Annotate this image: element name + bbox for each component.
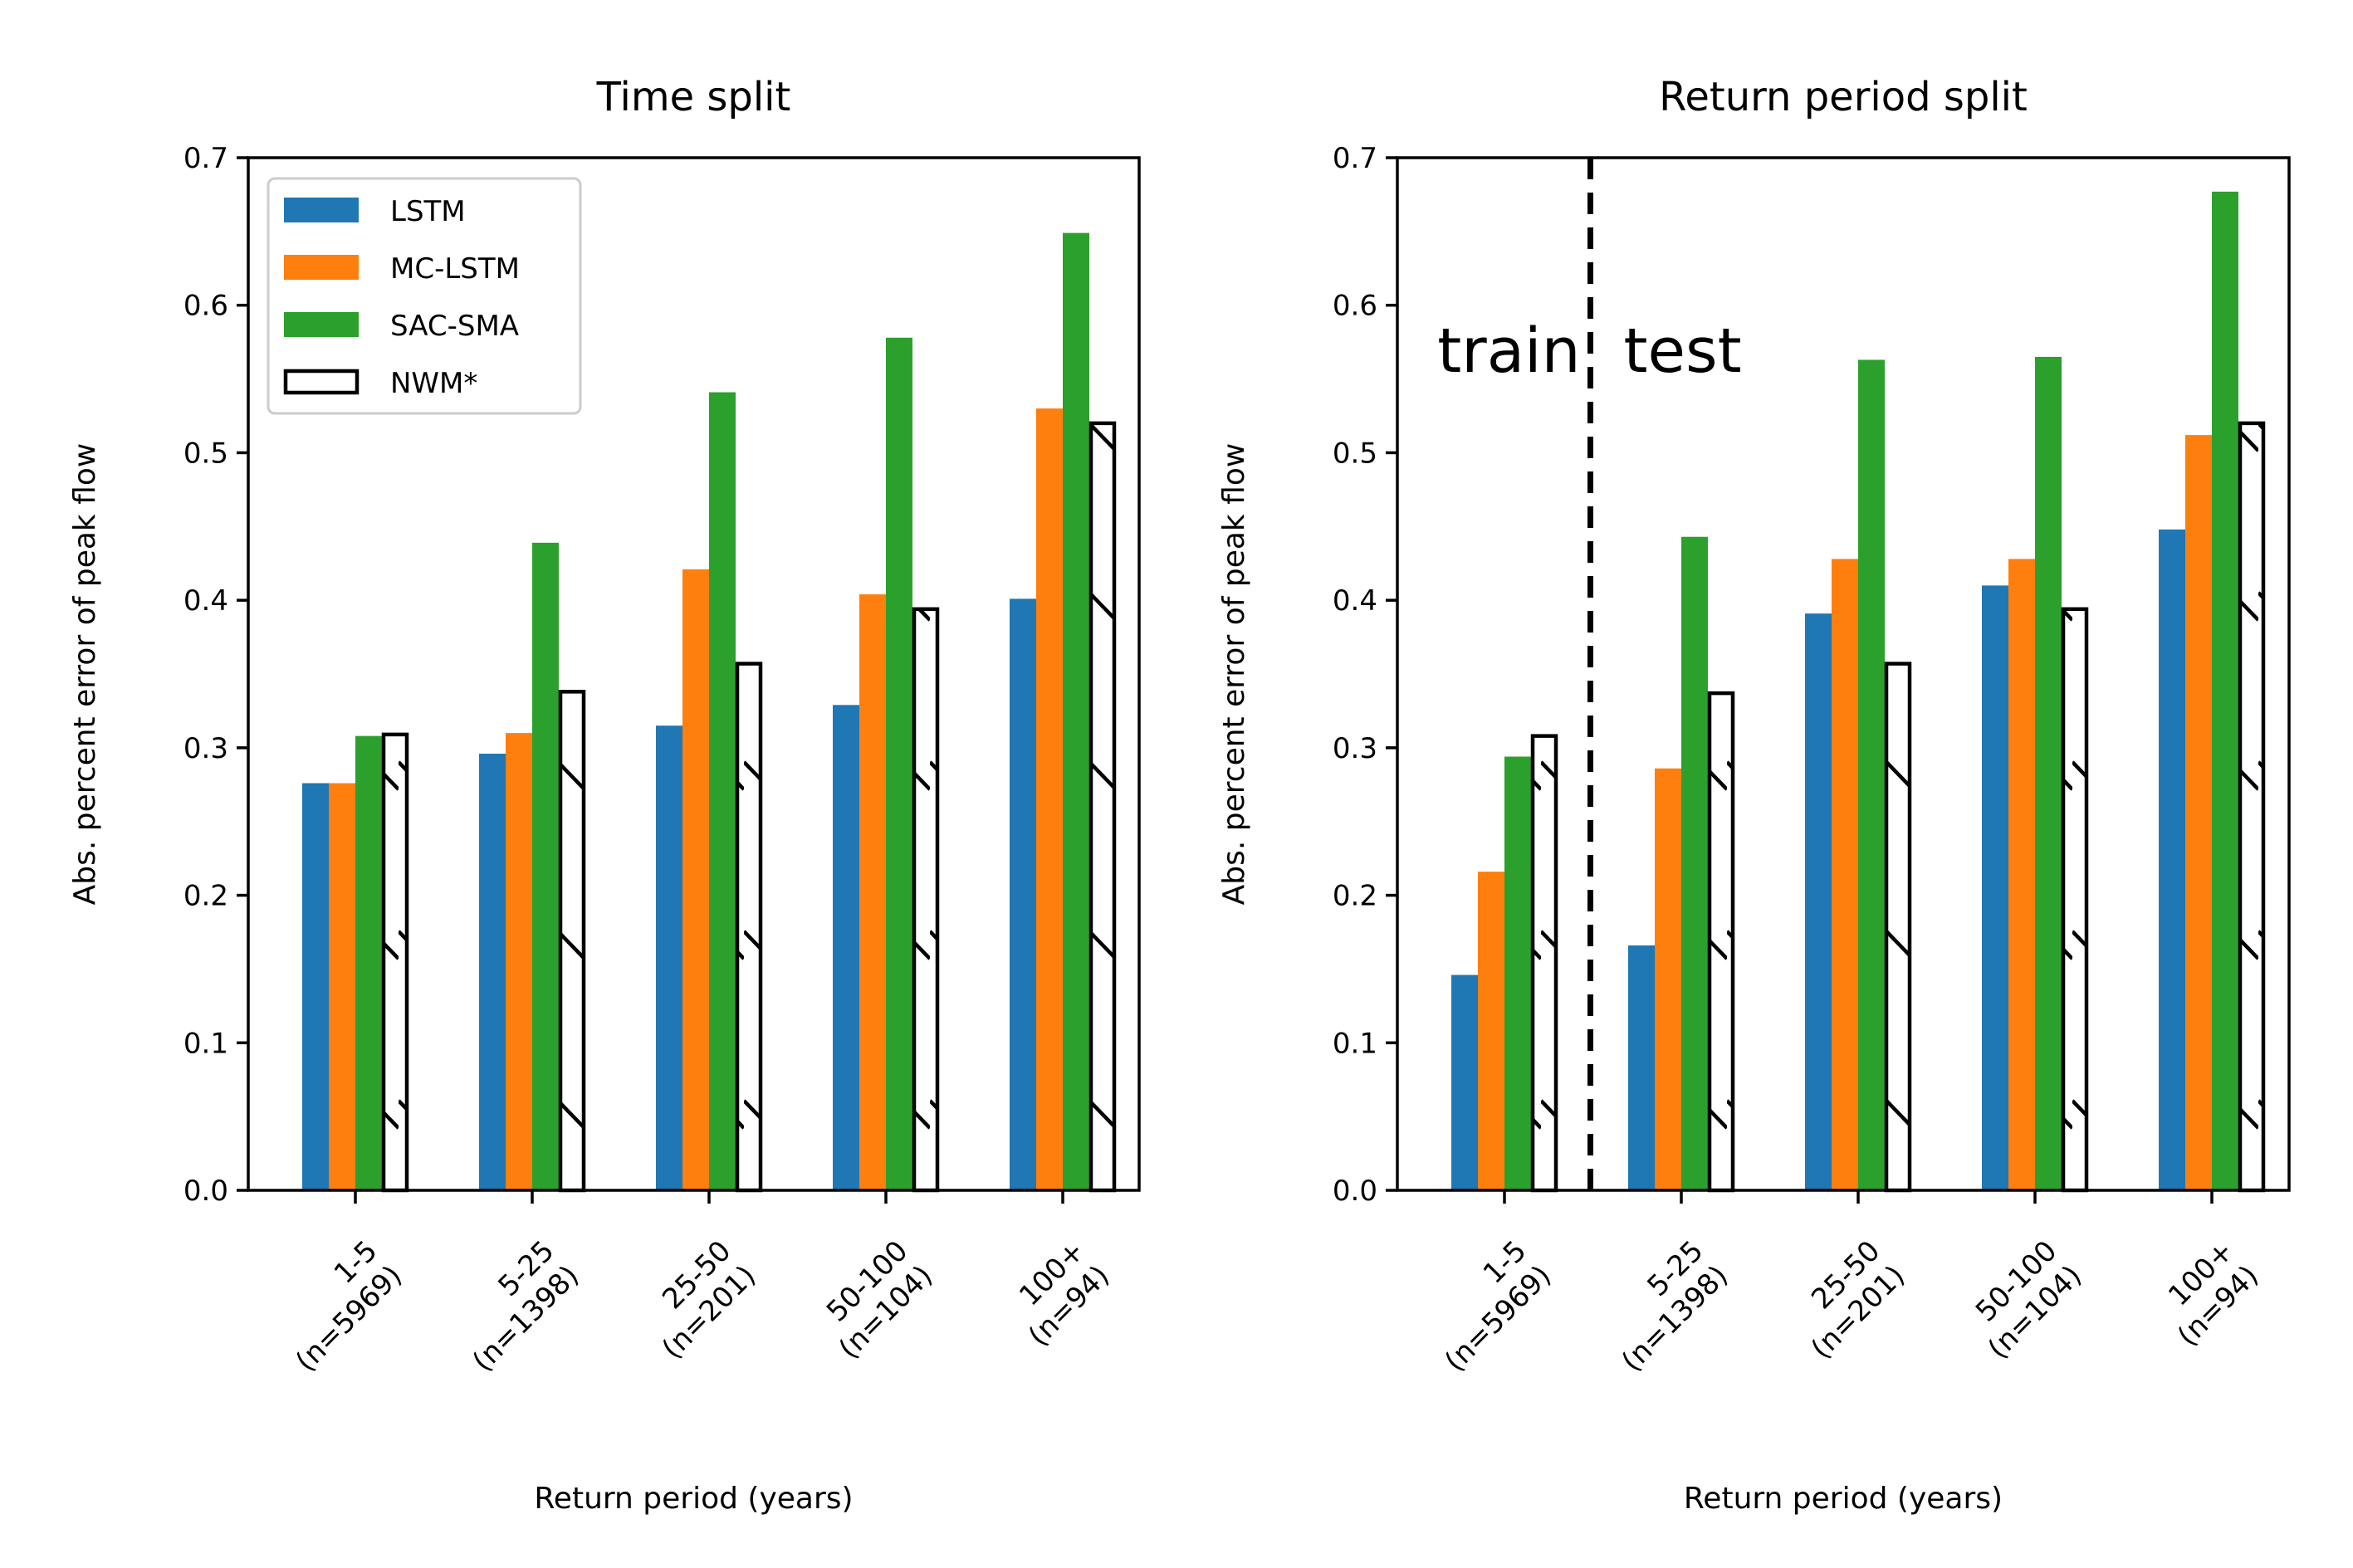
bar-mc-lstm-4 <box>2008 559 2035 1190</box>
y-tick-label: 0.5 <box>183 437 228 470</box>
bar-lstm-2 <box>1628 945 1655 1190</box>
bar-lstm-3 <box>1805 613 1832 1190</box>
bar-mc-lstm-1 <box>1478 872 1504 1190</box>
y-tick-label: 0.1 <box>183 1027 228 1060</box>
y-tick-label: 0.7 <box>183 142 228 175</box>
y-tick-label: 0.2 <box>183 880 228 913</box>
bar-sac-sma-3 <box>709 392 736 1191</box>
bar-sac-sma-2 <box>1681 536 1708 1190</box>
time-split-panel: Time split 0.0 0.1 0.2 0.3 0.4 0.5 0.6 0.7 Abs. p… <box>68 74 1141 1516</box>
legend-box <box>267 177 582 415</box>
y-tick-label: 0.0 <box>183 1175 228 1208</box>
bar-nwm-2 <box>1707 691 1735 1193</box>
x-tick-label: 1-5(n=5969) <box>1414 1234 1558 1378</box>
y-tick-label: 0.5 <box>1333 437 1377 470</box>
legend-swatch-4 <box>283 369 360 395</box>
return-period-split-panel: Return period split 0.0 0.1 0.2 0.3 0.4 0.5 0.6… <box>1217 74 2291 1516</box>
chart-title: Time split <box>596 74 791 120</box>
x-tick-label: 100+(n=94) <box>2146 1234 2265 1353</box>
bar-nwm-4 <box>912 607 940 1193</box>
y-axis-label: Abs. percent error of peak flow <box>68 443 102 906</box>
y-tick-label: 0.1 <box>1333 1027 1377 1060</box>
bar-mc-lstm-5 <box>1036 408 1063 1191</box>
y-tick-label: 0.4 <box>183 584 228 618</box>
legend-label-1: LSTM <box>390 195 466 228</box>
bar-nwm-5 <box>2238 421 2266 1193</box>
y-tick-label: 0.2 <box>1333 880 1377 913</box>
bar-lstm-4 <box>833 705 859 1190</box>
bar-lstm-5 <box>1010 598 1036 1190</box>
bar-nwm-3 <box>735 662 763 1193</box>
x-tick-label: 100+(n=94) <box>997 1234 1116 1353</box>
x-tick-label: 5-25(n=1398) <box>1591 1234 1734 1378</box>
bar-sac-sma-1 <box>1504 756 1531 1190</box>
bar-mc-lstm-1 <box>329 783 355 1190</box>
chart-title: Return period split <box>1659 74 2028 120</box>
bar-nwm-5 <box>1088 421 1117 1193</box>
bar-nwm-1 <box>381 732 409 1193</box>
bar-lstm-5 <box>2159 529 2185 1190</box>
legend-label-2: MC-LSTM <box>390 252 520 286</box>
legend-label-4: NWM* <box>390 367 477 400</box>
y-tick-label: 0.6 <box>1333 290 1377 323</box>
x-axis-label: Return period (years) <box>1684 1482 2003 1516</box>
bar-lstm-2 <box>479 753 506 1190</box>
bar-mc-lstm-2 <box>1655 768 1681 1190</box>
bar-sac-sma-5 <box>1063 232 1089 1190</box>
bar-nwm-1 <box>1530 734 1558 1193</box>
plot-frame <box>1396 156 2291 1192</box>
legend-swatch-1 <box>284 198 359 222</box>
bar-sac-sma-1 <box>355 735 382 1190</box>
legend-label-3: SAC-SMA <box>390 310 519 343</box>
bar-mc-lstm-3 <box>1832 559 1858 1190</box>
bar-sac-sma-4 <box>2035 356 2062 1190</box>
bar-lstm-3 <box>656 725 682 1190</box>
x-axis-label: Return period (years) <box>534 1482 853 1516</box>
x-tick-label: 1-5(n=5969) <box>265 1234 408 1378</box>
x-tick-label: 5-25(n=1398) <box>442 1234 585 1378</box>
x-tick-label: 25-50(n=201) <box>631 1234 762 1365</box>
x-tick-label: 25-50(n=201) <box>1780 1234 1911 1365</box>
legend: LSTM MC-LSTM SAC-SMA NWM* <box>267 177 582 415</box>
y-axis-label: Abs. percent error of peak flow <box>1217 443 1251 906</box>
y-tick-label: 0.4 <box>1333 584 1377 618</box>
test-label: test <box>1624 315 1742 387</box>
bar-sac-sma-4 <box>886 337 912 1191</box>
bar-lstm-1 <box>302 783 329 1190</box>
x-tick-label: 50-100(n=104) <box>808 1234 939 1365</box>
bar-lstm-4 <box>1982 585 2008 1190</box>
plot-frame <box>247 156 1141 1192</box>
legend-swatch-2 <box>284 255 359 280</box>
y-tick-label: 0.6 <box>183 290 228 323</box>
bar-mc-lstm-2 <box>506 733 532 1190</box>
bar-sac-sma-3 <box>1858 359 1885 1190</box>
y-tick-label: 0.0 <box>1333 1175 1377 1208</box>
y-tick-label: 0.3 <box>183 732 228 765</box>
legend-swatch-3 <box>284 312 359 337</box>
bar-mc-lstm-5 <box>2185 435 2212 1190</box>
bar-lstm-1 <box>1451 975 1478 1190</box>
y-tick-label: 0.7 <box>1333 142 1377 175</box>
bar-nwm-3 <box>1884 662 1912 1193</box>
train-label: train <box>1437 315 1580 387</box>
y-tick-label: 0.3 <box>1333 732 1377 765</box>
bar-sac-sma-5 <box>2212 191 2238 1191</box>
bar-sac-sma-2 <box>532 542 559 1190</box>
x-tick-label: 50-100(n=104) <box>1957 1234 2088 1365</box>
bar-mc-lstm-4 <box>859 594 886 1190</box>
bar-mc-lstm-3 <box>682 569 709 1190</box>
bar-nwm-2 <box>558 690 586 1193</box>
bar-nwm-4 <box>2061 607 2089 1193</box>
